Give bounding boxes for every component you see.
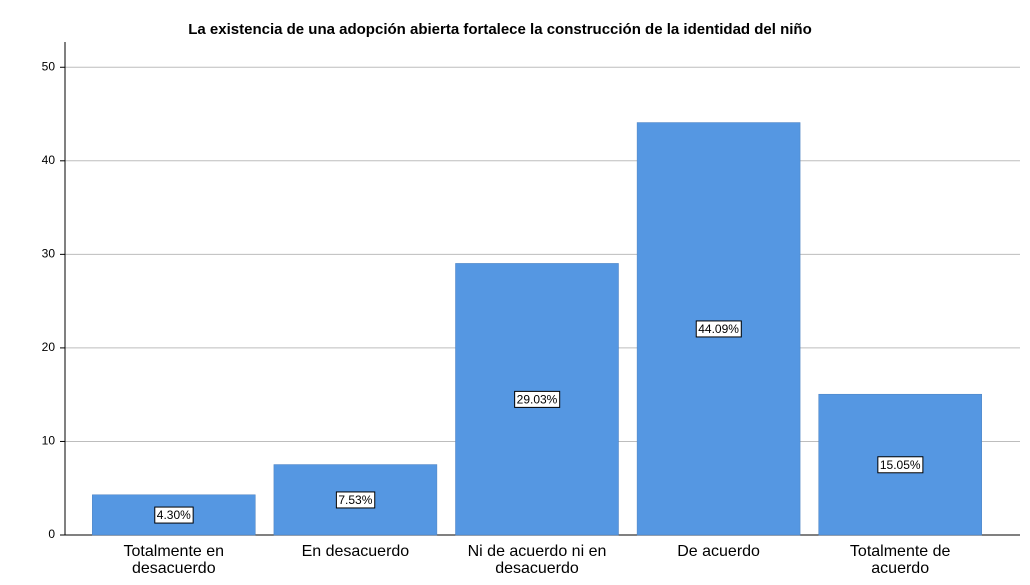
value-label: 15.05% — [880, 458, 921, 472]
value-label: 44.09% — [698, 322, 739, 336]
x-tick-label: Totalmente en desacuerdo — [123, 543, 225, 577]
value-label-box — [695, 320, 742, 338]
y-tick-label: 0 — [48, 527, 55, 541]
y-tick-label: 40 — [42, 153, 56, 167]
value-label-box — [514, 390, 561, 408]
x-tick-label: Ni de acuerdo ni en desacuerdo — [467, 543, 607, 577]
value-label: 4.30% — [157, 508, 191, 522]
value-label-box — [154, 506, 194, 524]
value-label-box — [335, 491, 376, 509]
x-tick-label: Totalmente de acuerdo — [849, 543, 951, 577]
y-tick-label: 10 — [42, 434, 56, 448]
value-label: 7.53% — [338, 493, 372, 507]
y-tick-label: 30 — [42, 247, 56, 261]
x-tick-label: En desacuerdo — [301, 543, 410, 560]
chart-title: La existencia de una adopción abierta fo… — [188, 21, 811, 38]
y-tick-label: 50 — [42, 59, 56, 73]
y-tick-label: 20 — [42, 340, 56, 354]
value-label: 29.03% — [517, 392, 558, 406]
x-tick-label: De acuerdo — [677, 543, 760, 560]
value-label-box — [877, 456, 924, 474]
